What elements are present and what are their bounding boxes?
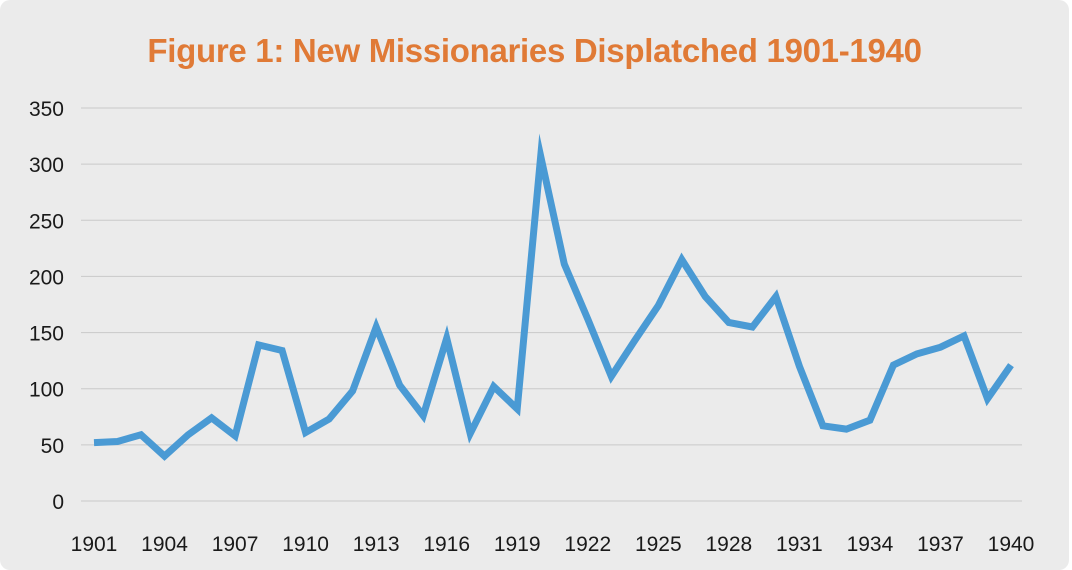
x-tick-label: 1901 (71, 533, 118, 556)
y-axis-ticks: 0 50 100 150 200 250 300 350 (29, 98, 64, 514)
x-axis-ticks: 1901 1904 1907 1910 1913 1916 1919 1922 1925 1928… (71, 533, 1035, 556)
x-tick-label: 1931 (776, 533, 823, 556)
x-tick-label: 1928 (705, 533, 752, 556)
x-tick-label: 1919 (494, 533, 541, 556)
y-tick-label: 50 (41, 435, 64, 458)
series-layer (93, 133, 1014, 461)
x-tick-label: 1913 (353, 533, 400, 556)
x-tick-label: 1904 (141, 533, 188, 556)
x-tick-label: 1907 (212, 533, 259, 556)
x-tick-label: 1934 (847, 533, 894, 556)
x-tick-label: 1916 (423, 533, 470, 556)
y-tick-label: 0 (52, 491, 64, 514)
x-tick-label: 1922 (564, 533, 611, 556)
y-tick-label: 250 (29, 210, 64, 233)
grid-lines (81, 107, 1022, 502)
x-tick-label: 1925 (635, 533, 682, 556)
series-line (93, 133, 1014, 461)
x-tick-label: 1937 (917, 533, 964, 556)
chart-title: Figure 1: New Missionaries Displatched 1… (147, 32, 922, 69)
x-tick-label: 1910 (282, 533, 329, 556)
y-tick-label: 300 (29, 154, 64, 177)
x-tick-label: 1940 (988, 533, 1035, 556)
y-tick-label: 200 (29, 266, 64, 289)
y-tick-label: 100 (29, 379, 64, 402)
y-tick-label: 150 (29, 323, 64, 346)
y-tick-label: 350 (29, 98, 64, 121)
